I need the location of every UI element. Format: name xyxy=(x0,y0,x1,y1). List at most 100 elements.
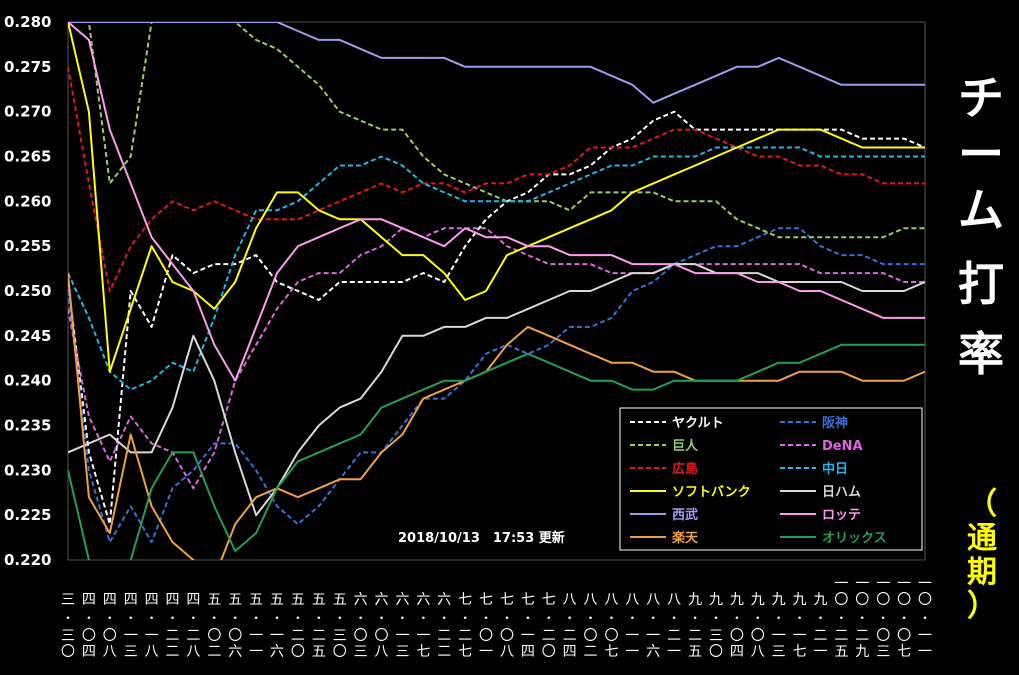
x-tick-month: 五 xyxy=(291,592,305,608)
x-tick-month: 七 xyxy=(479,592,493,608)
y-tick-label: 0.230 xyxy=(4,461,51,479)
x-tick: 四・一三 xyxy=(124,592,138,660)
x-tick-day: 二 xyxy=(166,644,180,660)
x-tick-day: 一 xyxy=(145,628,159,644)
x-tick-day: 二 xyxy=(542,628,556,644)
x-tick-sep: ・ xyxy=(689,611,701,625)
x-tick-day: 二 xyxy=(813,628,827,644)
x-tick-day: 二 xyxy=(186,628,200,644)
x-tick-sep: ・ xyxy=(271,611,283,625)
x-tick-month: 四 xyxy=(166,592,180,608)
x-tick-sep: ・ xyxy=(459,611,471,625)
x-tick-day: 二 xyxy=(563,628,577,644)
x-tick-sep: ・ xyxy=(877,611,889,625)
x-tick-day: 七 xyxy=(793,644,807,660)
x-tick-day: 四 xyxy=(563,644,577,660)
x-tick: 五・一六 xyxy=(270,592,284,660)
x-tick-day: 一 xyxy=(625,628,639,644)
x-tick-day: 一 xyxy=(918,644,932,660)
x-tick: 四・二八 xyxy=(186,592,200,660)
x-tick-day: 七 xyxy=(458,644,472,660)
x-tick-day: 一 xyxy=(667,644,681,660)
x-tick-month: 四 xyxy=(186,592,200,608)
x-tick-sep: ・ xyxy=(898,611,910,625)
x-tick: 九・二一 xyxy=(813,592,827,660)
x-tick-day: 〇 xyxy=(333,644,347,660)
x-tick: 四・〇八 xyxy=(103,592,117,660)
x-tick-day: 一 xyxy=(249,644,263,660)
x-tick-sep: ・ xyxy=(710,611,722,625)
x-tick-sep: ・ xyxy=(292,611,304,625)
y-tick-label: 0.275 xyxy=(4,58,51,76)
x-tick-sep: ・ xyxy=(167,611,179,625)
series-line-6 xyxy=(68,22,925,373)
x-tick: 九・二五 xyxy=(688,592,702,660)
x-tick: 九・〇四 xyxy=(730,592,744,660)
x-tick: 六・一三 xyxy=(395,592,409,660)
y-tick-label: 0.255 xyxy=(4,237,51,255)
x-tick-day: 五 xyxy=(688,644,702,660)
x-tick-month: 五 xyxy=(270,592,284,608)
x-tick-month: 九 xyxy=(772,592,786,608)
x-tick-month: 四 xyxy=(103,592,117,608)
x-tick-sep: ・ xyxy=(647,611,659,625)
x-tick-sep: ・ xyxy=(62,611,74,625)
x-tick-day: 二 xyxy=(437,644,451,660)
x-tick-month: 一 xyxy=(855,576,869,592)
x-tick-month: 五 xyxy=(312,592,326,608)
x-tick: 一〇・一一 xyxy=(918,576,932,660)
x-tick-sep: ・ xyxy=(480,611,492,625)
x-tick-day: 二 xyxy=(291,628,305,644)
x-tick-day: 二 xyxy=(584,644,598,660)
x-tick-day: 三 xyxy=(395,644,409,660)
x-tick-sep: ・ xyxy=(773,611,785,625)
x-tick-sep: ・ xyxy=(376,611,388,625)
x-tick-day: 九 xyxy=(855,644,869,660)
x-tick: 九・三〇 xyxy=(709,592,723,660)
x-tick-day: 二 xyxy=(855,628,869,644)
x-tick-day: 四 xyxy=(521,644,535,660)
x-tick-day: 二 xyxy=(166,628,180,644)
x-tick-sep: ・ xyxy=(605,611,617,625)
y-tick-label: 0.220 xyxy=(4,551,51,569)
series-line-10 xyxy=(68,273,925,560)
x-tick-day: 一 xyxy=(395,628,409,644)
x-tick-day: 八 xyxy=(751,644,765,660)
x-tick-day: 一 xyxy=(813,644,827,660)
x-tick-day: 〇 xyxy=(751,628,765,644)
x-tick-day: 三 xyxy=(124,644,138,660)
x-tick-day: 一 xyxy=(479,644,493,660)
x-tick-day: 三 xyxy=(354,644,368,660)
x-tick: 四・二二 xyxy=(166,592,180,660)
subtitle-char: 期 xyxy=(967,555,997,590)
x-tick-month: 六 xyxy=(416,592,430,608)
legend-label: 阪神 xyxy=(822,415,848,431)
series-line-5 xyxy=(68,146,925,391)
x-tick-month: 一 xyxy=(834,576,848,592)
x-tick-month: 八 xyxy=(625,592,639,608)
title-char: 打 xyxy=(958,257,1004,311)
x-tick: 九・〇八 xyxy=(751,592,765,660)
x-tick: 五・二五 xyxy=(312,592,326,660)
title-char: チ xyxy=(958,71,1004,125)
x-tick-month: 五 xyxy=(333,592,347,608)
update-note: 2018/10/13 17:53 更新 xyxy=(398,530,565,546)
x-tick-sep: ・ xyxy=(919,611,931,625)
x-tick-day: 一 xyxy=(521,628,535,644)
x-tick-month: 一 xyxy=(876,576,890,592)
series-line-8 xyxy=(68,22,925,104)
x-tick-sep: ・ xyxy=(564,611,576,625)
x-tick-day: 一 xyxy=(646,628,660,644)
x-tick: 七・二〇 xyxy=(542,592,556,660)
x-tick-sep: ・ xyxy=(250,611,262,625)
x-tick-sep: ・ xyxy=(752,611,764,625)
x-tick-sep: ・ xyxy=(794,611,806,625)
series-line-0 xyxy=(68,110,925,526)
legend-label: ソフトバンク xyxy=(672,485,751,500)
subtitle-char: （ xyxy=(967,487,997,522)
x-tick-month: 六 xyxy=(375,592,389,608)
legend-label: 広島 xyxy=(672,461,698,477)
x-tick-day: 八 xyxy=(186,644,200,660)
x-tick-sep: ・ xyxy=(585,611,597,625)
